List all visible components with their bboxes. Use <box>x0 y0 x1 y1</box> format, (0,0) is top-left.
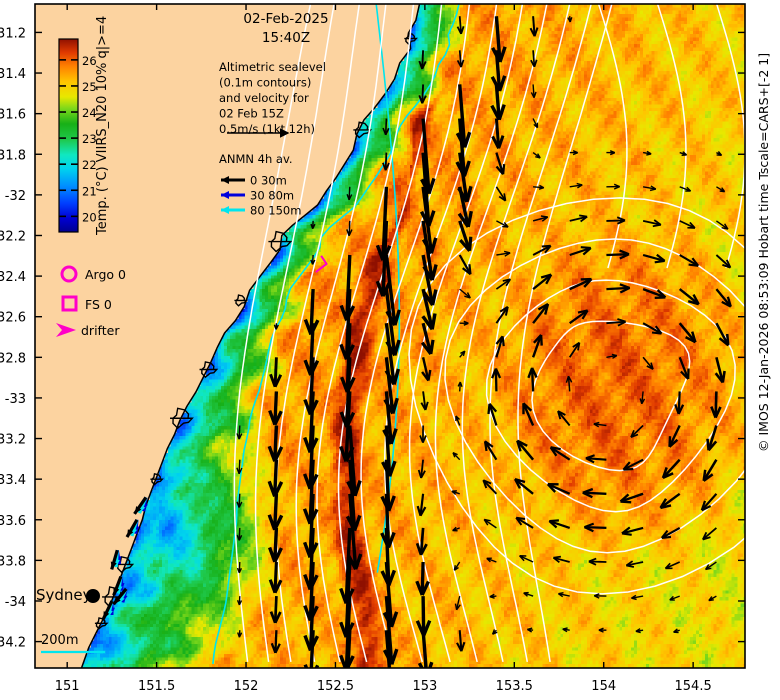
scalebar: 200m <box>41 633 105 654</box>
y-tick-label: -32.2 <box>0 229 26 244</box>
altimetry-legend-line: Altimetric sealevel <box>219 60 326 74</box>
anmn-legend-label: 80 150m <box>250 204 301 218</box>
y-tick-label: -34.2 <box>0 636 26 651</box>
colorbar-tick-label: 25 <box>82 80 97 94</box>
y-tick-label: -31.2 <box>0 26 26 41</box>
y-tick-label: -32.4 <box>0 270 26 285</box>
altimetry-legend-line: (0.1m contours) <box>219 76 311 90</box>
colorbar-tick-label: 20 <box>82 210 97 224</box>
map-panel <box>35 4 745 668</box>
y-tick-label: -33.2 <box>0 433 26 448</box>
colorbar: 26 25 24 23 22 21 20 Temp. (°C) VIIRS_N20 10% … <box>58 16 110 236</box>
altimetry-legend-line: and velocity for <box>219 91 309 105</box>
y-tick-label: -33.4 <box>0 473 26 488</box>
colorbar-tick-label: 24 <box>82 106 97 120</box>
anmn-legend-label: 30 80m <box>250 189 294 203</box>
y-tick-label: -33.6 <box>0 514 26 529</box>
colorbar-tick-label: 21 <box>82 184 97 198</box>
x-tick-label: 152.5 <box>317 679 354 694</box>
y-tick-label: -33.8 <box>0 554 26 569</box>
title-block: 02-Feb-2025 15:40Z <box>243 11 328 46</box>
colorbar-tick-label: 26 <box>82 54 97 68</box>
y-tick-label: -31.8 <box>0 148 26 163</box>
x-tick-label: 154.5 <box>675 679 712 694</box>
y-tick-label: -31.4 <box>0 67 26 82</box>
anmn-legend-title: ANMN 4h av. <box>219 152 293 166</box>
x-tick-label: 152 <box>234 679 259 694</box>
y-tick-label: -32 <box>5 189 26 204</box>
title-date: 02-Feb-2025 <box>243 11 328 27</box>
colorbar-gradient <box>59 39 78 232</box>
argo-legend-label: Argo 0 <box>85 267 126 282</box>
x-tick-label: 151.5 <box>138 679 175 694</box>
scalebar-label: 200m <box>41 633 78 648</box>
sydney-dot-icon <box>86 589 100 603</box>
drifter-legend-label: drifter <box>81 323 120 338</box>
fs-legend-label: FS 0 <box>85 297 112 312</box>
altimetry-legend-line: 0.5m/s (1kt 12h) <box>219 122 315 136</box>
title-time: 15:40Z <box>262 30 310 46</box>
anmn-mooring-vectors <box>101 496 148 620</box>
fs-square-icon <box>61 295 78 312</box>
axes-frame <box>34 3 746 669</box>
coastline <box>35 4 421 668</box>
velocity-vectors <box>236 16 732 668</box>
sydney-label: Sydney <box>36 586 92 604</box>
y-tick-label: -33 <box>5 392 26 407</box>
y-tick-label: -32.8 <box>0 351 26 366</box>
axis-ticks <box>35 4 745 668</box>
anmn-legend-label: 0 30m <box>250 174 287 188</box>
drifter-arrow-icon <box>56 323 76 337</box>
colorbar-ticks: 26 25 24 23 22 21 20 <box>59 54 97 224</box>
x-tick-label: 151 <box>55 679 80 694</box>
colorbar-tick-label: 22 <box>82 158 97 172</box>
colorbar-axis-label: Temp. (°C) VIIRS_N20 10% q|>=4 <box>95 16 110 236</box>
altimetry-legend-line: 02 Feb 15Z <box>219 107 284 121</box>
magenta-features <box>315 255 328 273</box>
colorbar-tick-label: 23 <box>82 132 97 146</box>
x-tick-label: 153 <box>412 679 437 694</box>
y-tick-label: -34 <box>5 595 26 610</box>
argo-circle-icon <box>60 265 78 283</box>
y-tick-label: -31.6 <box>0 108 26 123</box>
colorbar-frame <box>58 38 79 233</box>
city-marker: Sydney <box>36 586 100 604</box>
y-tick-label: -32.6 <box>0 311 26 326</box>
credit-text: © IMOS 12-Jan-2026 08:53:09 Hobart time … <box>756 53 771 452</box>
x-tick-label: 154 <box>591 679 616 694</box>
marker-legend: Argo 0 FS 0 drifter <box>56 265 126 338</box>
x-tick-label: 153.5 <box>496 679 533 694</box>
